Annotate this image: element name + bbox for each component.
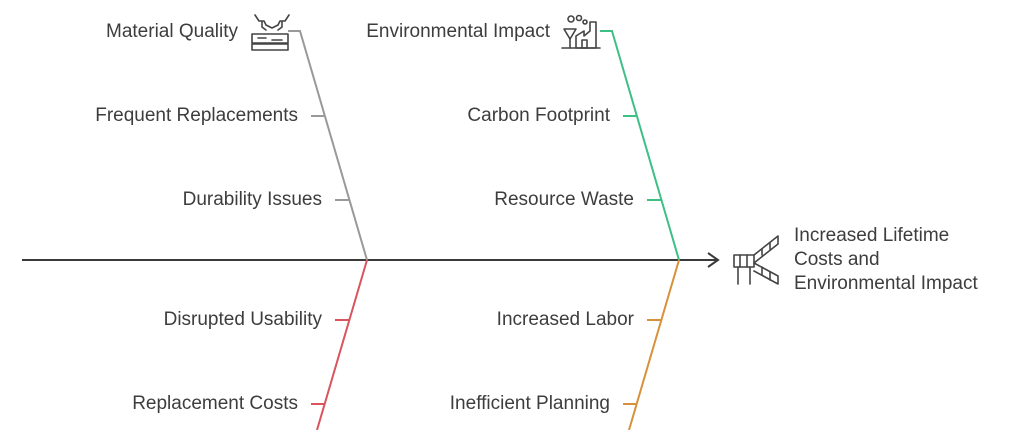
bone-usability [316, 259, 368, 430]
cause-durability-issues: Durability Issues [182, 189, 322, 210]
cause-carbon-footprint: Carbon Footprint [467, 105, 610, 126]
stairs-escalation-icon [733, 235, 779, 285]
outcome-line-3: Environmental Impact [794, 273, 978, 294]
bone-labor [628, 259, 680, 430]
category-title-material-quality: Material Quality [106, 21, 238, 42]
cause-increased-labor: Increased Labor [496, 309, 634, 330]
cause-frequent-replacements: Frequent Replacements [95, 105, 298, 126]
cow-leather-icon [251, 14, 290, 51]
spine-arrowhead [707, 252, 720, 268]
cause-disrupted-usability: Disrupted Usability [163, 309, 322, 330]
outcome-label: Increased Lifetime Costs and Environment… [794, 224, 1014, 296]
factory-pollution-icon [561, 14, 601, 49]
cause-resource-waste: Resource Waste [494, 189, 634, 210]
outcome-line-1: Increased Lifetime [794, 225, 950, 246]
bone-environmental-impact [600, 30, 680, 261]
outcome-line-2: Costs and [794, 249, 880, 270]
bone-material-quality [288, 30, 368, 261]
cause-replacement-costs: Replacement Costs [132, 393, 298, 414]
cause-inefficient-planning: Inefficient Planning [449, 393, 610, 414]
category-title-environmental-impact: Environmental Impact [366, 21, 550, 42]
